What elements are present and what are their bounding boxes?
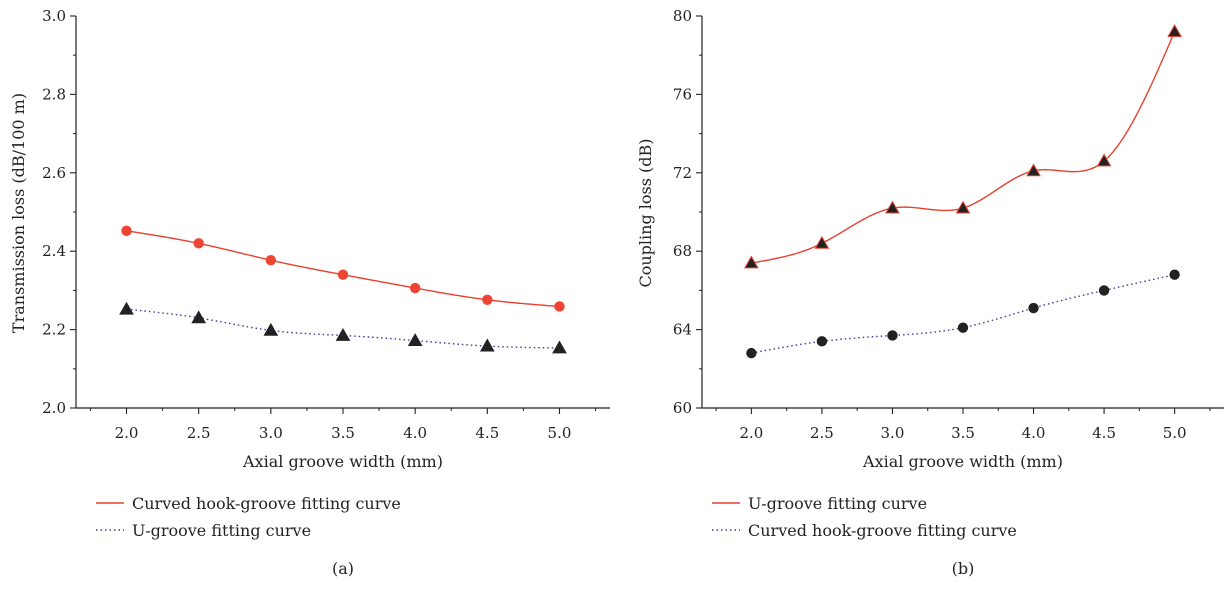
panel-a-plot: 2.0 2.2 2.4 2.6 2.8 3.0 2.0 2.5 3.0 3.5 4.0 4.5 5.0 [42,7,610,442]
x-tick-label: 4.5 [475,424,499,442]
data-point-1-4 [1028,302,1039,314]
x-tick-label: 2.5 [810,424,834,442]
series-line-0 [126,230,560,308]
x-tick-label: 3.5 [331,424,355,442]
x-tick-label: 2.0 [739,424,763,442]
data-point-0-0 [744,255,759,269]
x-tick-label: 2.5 [187,424,211,442]
panel-b-legend: U-groove fitting curve Curved hook-groov… [712,494,1017,540]
y-tick-label: 2.8 [42,85,66,103]
panel-b-markers [744,24,1182,359]
data-point-0-4 [409,282,421,294]
x-tick-label: 2.0 [115,424,139,442]
data-point-1-6 [1169,269,1180,280]
x-tick-label: 5.0 [548,424,572,442]
data-point-0-2 [885,200,900,214]
panel-a-markers [119,225,567,354]
legend-label-u-groove-b: U-groove fitting curve [748,494,927,513]
x-tick-label: 5.0 [1163,424,1187,442]
data-point-1-0 [746,347,757,359]
data-point-0-4 [1026,163,1041,177]
y-tick-label: 2.0 [42,399,66,417]
data-point-0-5 [482,294,493,306]
y-tick-label: 80 [673,7,692,25]
series-line-1 [751,274,1175,354]
data-point-0-6 [554,301,565,312]
panel-b-xlabel: Axial groove width (mm) [862,452,1063,471]
data-point-0-5 [1096,153,1112,167]
data-point-1-4 [407,333,423,346]
panel-b-plot: 60 64 68 72 76 80 2.0 2.5 3.0 3.5 4.0 4.5 5.0 [673,7,1224,442]
panel-b-label: (b) [952,559,975,578]
data-point-0-3 [955,200,971,214]
data-point-1-0 [119,301,134,315]
y-tick-label: 72 [673,164,692,182]
panel-b: 60 64 68 72 76 80 2.0 2.5 3.0 3.5 4.0 4.5 5.0 Axial … [636,7,1224,578]
panel-a-label: (a) [332,559,354,578]
x-tick-label: 3.5 [951,424,975,442]
y-tick-label: 3.0 [42,7,66,25]
panel-a: 2.02.22.42.62.83.02.0 2.5 3.0 3.5 4.0 4.5 5.0 … [9,7,610,578]
panel-b-curves [751,31,1176,354]
x-tick-label: 3.0 [881,424,905,442]
legend-label-u-groove: U-groove fitting curve [132,521,311,540]
series-line-0 [751,31,1176,264]
data-point-1-5 [479,338,495,352]
x-tick-label: 4.0 [403,424,427,442]
data-point-0-2 [265,255,277,266]
data-point-1-3 [957,322,969,333]
data-point-1-3 [335,327,351,341]
x-tick-label: 4.0 [1022,424,1046,442]
legend-label-curved-hook-groove-b: Curved hook-groove fitting curve [748,521,1017,540]
panel-a-xlabel: Axial groove width (mm) [242,452,443,471]
panel-b-ylabel: Coupling loss (dB) [636,138,655,287]
data-point-1-2 [263,322,279,336]
data-point-1-1 [191,310,207,324]
y-tick-label: 2.6 [42,164,66,182]
data-point-1-2 [887,330,898,341]
x-tick-label: 4.5 [1092,424,1116,442]
panel-a-ylabel: Transmission loss (dB/100 m) [9,93,28,333]
panel-a-legend: Curved hook-groove fitting curve U-groov… [96,494,401,540]
y-tick-label: 76 [673,85,692,103]
data-point-0-6 [1167,24,1182,38]
y-tick-label: 60 [673,399,692,417]
x-tick-label: 3.0 [259,424,283,442]
data-point-0-3 [337,269,349,280]
data-point-1-5 [1098,285,1110,296]
y-tick-label: 64 [673,321,692,339]
data-point-0-1 [814,235,830,249]
data-point-1-1 [816,336,828,347]
data-point-0-0 [121,225,132,237]
y-tick-label: 68 [673,242,692,260]
y-tick-label: 2.4 [42,242,66,260]
legend-label-curved-hook-groove: Curved hook-groove fitting curve [132,494,401,513]
y-tick-label: 2.2 [42,321,66,339]
data-point-0-1 [193,238,204,249]
data-point-1-6 [552,340,567,354]
